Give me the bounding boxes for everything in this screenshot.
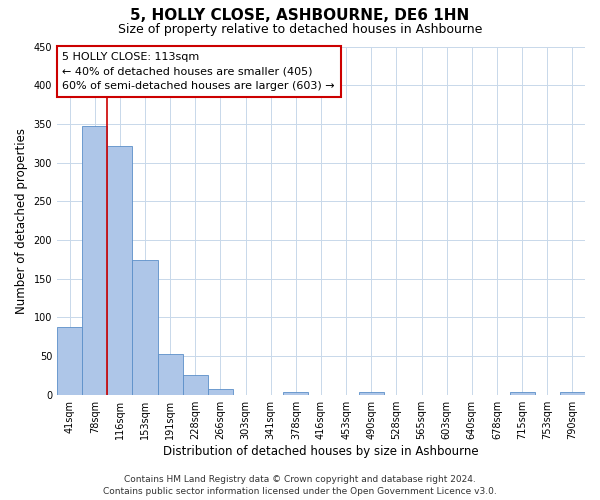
Text: Contains HM Land Registry data © Crown copyright and database right 2024.
Contai: Contains HM Land Registry data © Crown c… xyxy=(103,474,497,496)
X-axis label: Distribution of detached houses by size in Ashbourne: Distribution of detached houses by size … xyxy=(163,444,479,458)
Bar xyxy=(208,388,233,394)
Text: 5, HOLLY CLOSE, ASHBOURNE, DE6 1HN: 5, HOLLY CLOSE, ASHBOURNE, DE6 1HN xyxy=(130,8,470,22)
Bar xyxy=(509,392,535,394)
Bar xyxy=(107,146,133,394)
Y-axis label: Number of detached properties: Number of detached properties xyxy=(15,128,28,314)
Bar xyxy=(183,376,208,394)
Bar xyxy=(283,392,308,394)
Bar xyxy=(158,354,183,395)
Bar xyxy=(57,326,82,394)
Bar xyxy=(133,260,158,394)
Bar xyxy=(82,126,107,394)
Bar xyxy=(560,392,585,394)
Text: 5 HOLLY CLOSE: 113sqm
← 40% of detached houses are smaller (405)
60% of semi-det: 5 HOLLY CLOSE: 113sqm ← 40% of detached … xyxy=(62,52,335,92)
Bar xyxy=(359,392,384,394)
Text: Size of property relative to detached houses in Ashbourne: Size of property relative to detached ho… xyxy=(118,22,482,36)
